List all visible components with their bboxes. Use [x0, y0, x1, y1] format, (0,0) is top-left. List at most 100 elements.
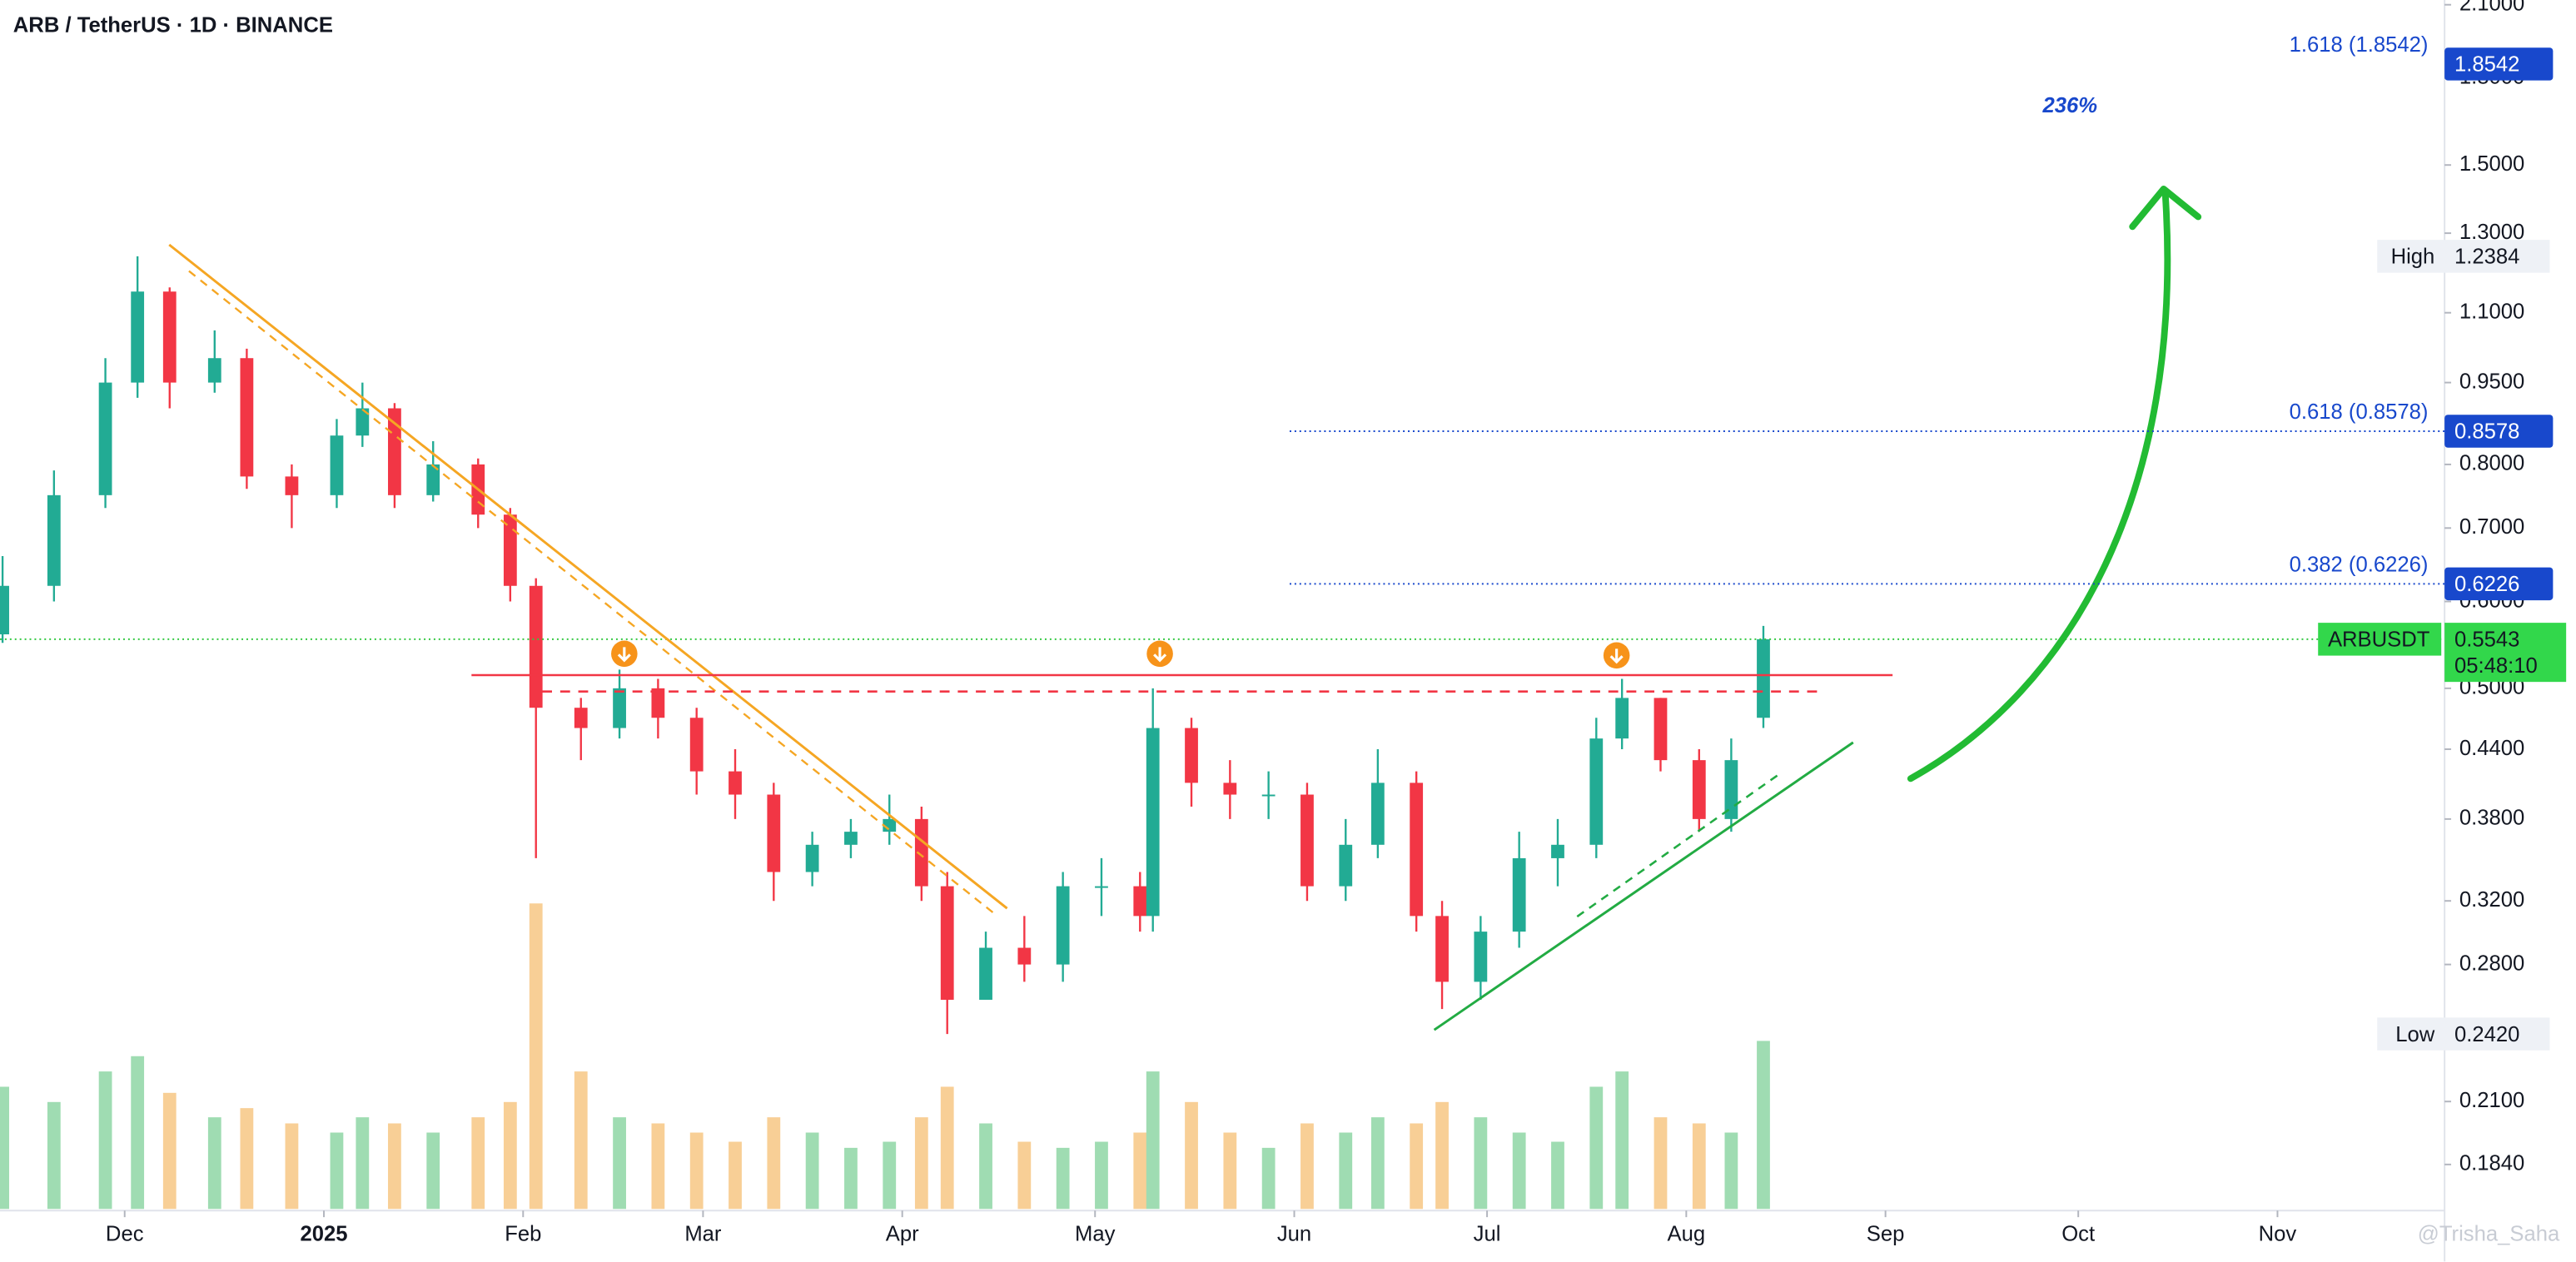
y-tick-label: 0.9500: [2459, 370, 2524, 393]
y-tick-label: 0.3200: [2459, 888, 2524, 912]
volume-bar: [356, 1117, 370, 1210]
candle-body: [330, 435, 344, 495]
y-tick-label: 0.3800: [2459, 807, 2524, 830]
candle-body: [1654, 698, 1668, 761]
volume-bar: [689, 1132, 704, 1210]
volume-bar: [388, 1123, 401, 1210]
fib-label: 0.382 (0.6226): [2290, 553, 2429, 576]
x-tick-label: Aug: [1668, 1223, 1706, 1246]
candle-body: [1551, 844, 1564, 858]
volume-bar: [131, 1056, 145, 1210]
support-trendline: [1433, 741, 1854, 1031]
candle-body: [883, 818, 897, 832]
y-tick-label: 0.4400: [2459, 737, 2524, 760]
candle-body: [529, 585, 543, 708]
candle-body: [1261, 794, 1276, 797]
projection-arrow: [1907, 190, 2171, 783]
volume-bar: [1724, 1132, 1738, 1210]
candle-body: [1435, 916, 1449, 982]
x-tick-label: Jul: [1474, 1223, 1501, 1246]
volume-bar: [1370, 1117, 1385, 1210]
volume-bar: [162, 1092, 177, 1210]
extreme-tag-label: Low: [2395, 1023, 2435, 1046]
fib-label: 0.618 (0.8578): [2290, 400, 2429, 424]
volume-bar: [207, 1117, 221, 1210]
volume-bar: [767, 1117, 781, 1210]
volume-bar: [1146, 1071, 1160, 1210]
symbol-tag: [2318, 623, 2442, 656]
extreme-tag-value: 0.2420: [2454, 1023, 2519, 1046]
support-trendline-dashed: [1576, 774, 1778, 918]
projection-arrow-head: [2129, 185, 2202, 231]
volume-bar: [1757, 1041, 1770, 1210]
descending-trendline-dashed: [188, 270, 995, 915]
candle-body: [1146, 728, 1160, 917]
volume-bar: [1589, 1086, 1604, 1210]
x-tick-label: Jun: [1277, 1223, 1311, 1246]
volume-bar: [1261, 1147, 1276, 1210]
candle-body: [162, 291, 177, 383]
last-price-value: 0.5543: [2454, 629, 2519, 652]
candle-body: [844, 832, 858, 845]
volume-bar: [574, 1071, 588, 1210]
x-tick-label: Feb: [505, 1223, 541, 1246]
candle-body: [1474, 932, 1488, 982]
volume-bar: [1339, 1132, 1353, 1210]
volume-bar: [729, 1141, 742, 1210]
x-tick-label: May: [1075, 1223, 1116, 1246]
volume-bar: [613, 1117, 626, 1210]
price-tag-value: 0.8578: [2454, 420, 2519, 444]
candle-body: [1724, 760, 1738, 819]
volume-bar: [240, 1108, 254, 1210]
rejection-marker: [611, 640, 638, 668]
price-tag-value: 0.6226: [2454, 573, 2519, 596]
x-tick-label: Mar: [684, 1223, 722, 1246]
volume-bar: [285, 1123, 299, 1210]
x-tick-label: 2025: [300, 1223, 347, 1246]
volume-bar: [1654, 1117, 1668, 1210]
volume-bar: [0, 1086, 9, 1210]
extreme-tag-value: 1.2384: [2454, 246, 2519, 269]
volume-layer: [0, 903, 1770, 1210]
candle-body: [1615, 698, 1629, 739]
candle-body: [0, 585, 9, 634]
x-tick-label: Apr: [886, 1223, 919, 1246]
x-tick-label: Dec: [106, 1223, 144, 1246]
volume-bar: [503, 1101, 517, 1210]
volume-bar: [1300, 1123, 1314, 1210]
candle-body: [1512, 857, 1526, 932]
volume-bar: [844, 1147, 858, 1210]
candle-body: [1017, 947, 1032, 965]
descending-trendline: [168, 243, 1008, 910]
y-tick-label: 0.7000: [2459, 515, 2524, 539]
candle-body: [207, 358, 221, 383]
candle-body: [940, 886, 954, 1001]
candle-body: [356, 408, 370, 436]
candle-body: [98, 382, 112, 495]
volume-bar: [1692, 1123, 1706, 1210]
volume-bar: [1223, 1132, 1237, 1210]
volume-bar: [883, 1141, 897, 1210]
extreme-tag-label: High: [2391, 246, 2435, 269]
candle-body: [1133, 886, 1147, 917]
candle-body: [574, 708, 588, 728]
candle-body: [1056, 886, 1070, 965]
volume-bar: [651, 1123, 665, 1210]
volume-bar: [1133, 1132, 1147, 1210]
x-tick-label: Oct: [2061, 1223, 2095, 1246]
volume-bar: [1185, 1101, 1198, 1210]
candle-body: [767, 794, 781, 872]
rejection-marker: [1603, 642, 1630, 669]
candle-body: [1410, 783, 1424, 917]
candle-body: [613, 688, 626, 728]
candle-body: [1300, 794, 1314, 887]
y-tick-label: 0.8000: [2459, 452, 2524, 475]
extreme-tag-bg: [2377, 240, 2550, 273]
volume-bar: [914, 1117, 928, 1210]
candle-body: [651, 688, 665, 718]
y-tick-label: 0.1840: [2459, 1152, 2524, 1175]
candle-body: [979, 947, 992, 1001]
